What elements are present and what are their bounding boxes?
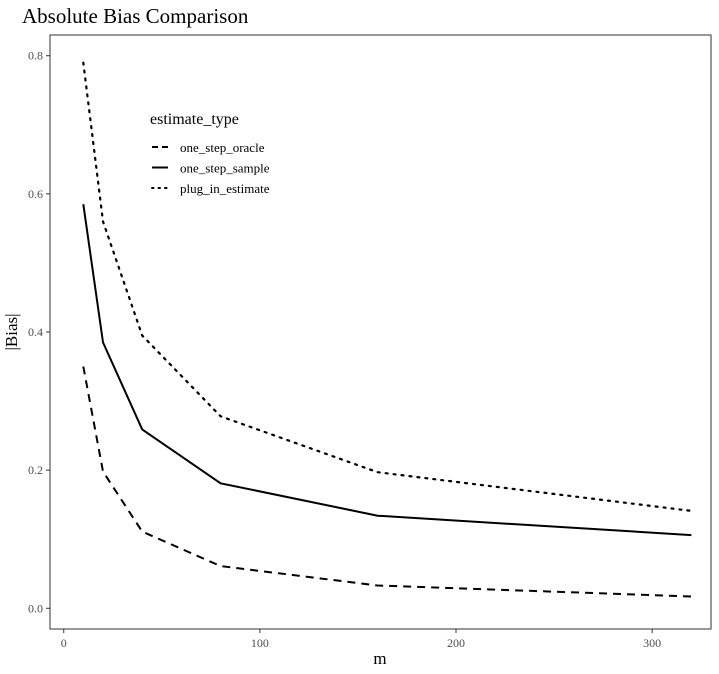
y-tick-label: 0.2	[28, 463, 43, 477]
chart-title: Absolute Bias Comparison	[22, 4, 249, 28]
series-line-one-step-oracle	[82, 366, 692, 598]
x-axis: 0 100 200 300	[61, 629, 661, 650]
y-tick-label: 0.6	[28, 187, 43, 201]
x-tick-label: 300	[643, 636, 661, 650]
x-axis-label: m	[373, 649, 386, 668]
x-tick-label: 100	[251, 636, 269, 650]
y-tick-label: 0.8	[28, 49, 43, 63]
legend-label: one_step_oracle	[180, 140, 265, 155]
y-tick-label: 0.0	[28, 601, 43, 615]
y-tick-label: 0.4	[28, 325, 43, 339]
series-line-plug-in-estimate	[82, 61, 693, 512]
y-axis-label: |Bias|	[2, 313, 21, 350]
x-tick-label: 200	[447, 636, 465, 650]
y-axis: 0.0 0.2 0.4 0.6 0.8	[28, 49, 50, 615]
legend-title: estimate_type	[150, 111, 239, 128]
series-line-one-step-sample	[82, 204, 692, 537]
series-lines	[82, 61, 693, 598]
legend-label: plug_in_estimate	[180, 181, 270, 196]
legend-label: one_step_sample	[180, 161, 270, 176]
x-tick-label: 0	[61, 636, 67, 650]
legend: estimate_type one_step_oracle one_step_sa…	[150, 111, 270, 196]
